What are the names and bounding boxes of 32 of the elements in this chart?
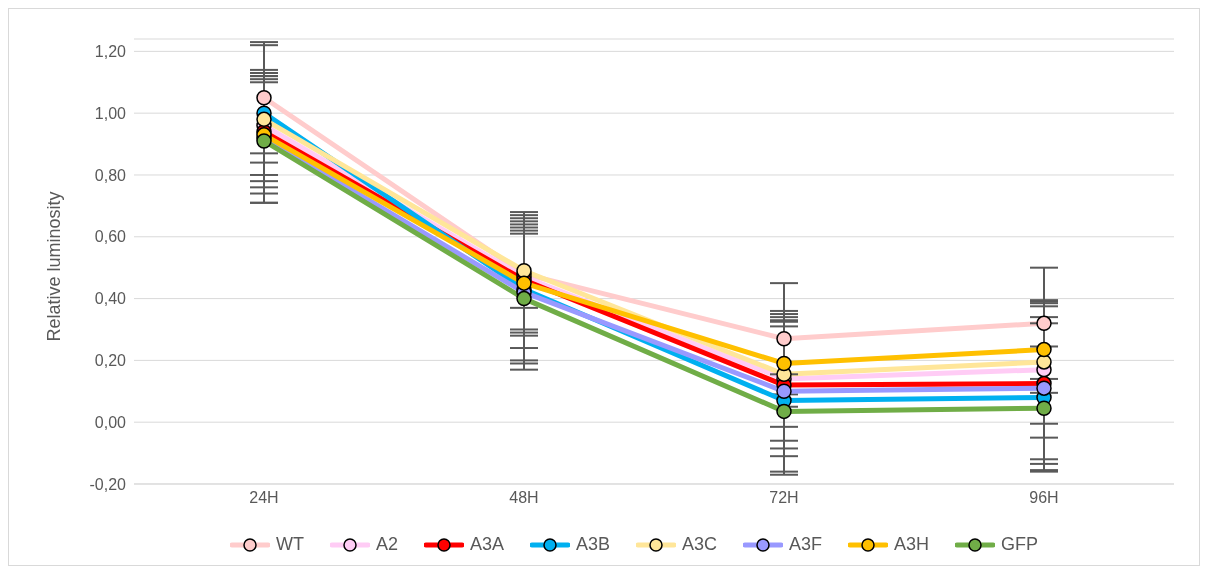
y-tick-label: 1,00 [94,104,127,122]
y-axis-title: Relative luminosity [44,191,65,342]
y-tick-label: -0,20 [89,475,127,493]
point [776,383,792,400]
legend-label: A3H [893,534,930,555]
y-tick-label: 0,80 [94,166,127,184]
point [776,403,792,420]
y-tick-label: 0,00 [94,413,127,431]
legend-label: A3C [681,534,718,555]
legend-label: GFP [1000,534,1039,555]
y-tick-label: 1,20 [94,43,127,61]
legend-label: WT [274,534,304,555]
x-tick-label: 48H [509,489,539,507]
legend-label: A3A [468,534,504,555]
legend-label: A2 [374,534,398,555]
legend-label: A3B [574,534,610,555]
x-tick-label: 72H [769,489,799,507]
y-tick-label: 0,60 [94,228,127,246]
y-tick-label: 0,40 [94,290,127,308]
legend-label: A3F [788,534,823,555]
point [1036,315,1052,332]
point [256,89,272,106]
x-tick-label: 96H [1029,489,1059,507]
point [776,355,792,372]
point [516,290,532,307]
x-tick-label: 24H [249,489,279,507]
point [1036,400,1052,417]
y-tick-label: 0,20 [94,352,127,370]
point [1036,341,1052,358]
point [776,331,792,347]
point [1036,380,1052,396]
point [256,111,272,128]
